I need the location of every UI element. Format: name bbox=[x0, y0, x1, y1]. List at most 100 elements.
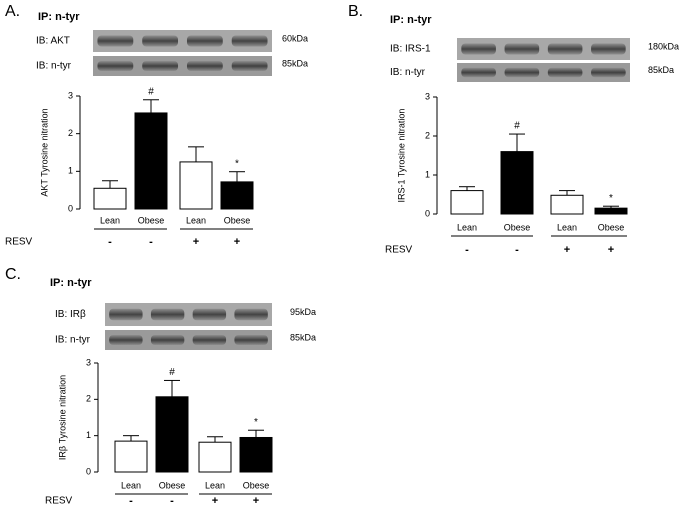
y-tick-label: 3 bbox=[425, 91, 430, 101]
y-tick-label: 0 bbox=[425, 208, 430, 218]
blot-band bbox=[231, 61, 268, 71]
blot-image bbox=[93, 56, 272, 76]
bar bbox=[594, 207, 628, 215]
blot-band bbox=[504, 67, 540, 78]
bar bbox=[239, 436, 273, 473]
y-axis-label: IRβ Tyrosine nitration bbox=[57, 375, 67, 460]
annotation: * bbox=[254, 417, 258, 428]
blot-band bbox=[97, 61, 134, 71]
blot-band bbox=[192, 335, 227, 345]
x-tick-label: Obese bbox=[224, 215, 251, 225]
bar bbox=[450, 190, 484, 215]
x-tick-label: Obese bbox=[138, 215, 165, 225]
panel-label: C. bbox=[5, 266, 21, 283]
panel-label: A. bbox=[5, 3, 20, 20]
ip-label: IP: n-tyr bbox=[38, 11, 80, 23]
blot-kda: 85kDa bbox=[648, 65, 674, 75]
blot-band bbox=[461, 43, 496, 55]
bar bbox=[179, 161, 213, 210]
blot-image bbox=[93, 30, 272, 52]
blot-band bbox=[142, 35, 179, 47]
annotation: # bbox=[514, 121, 520, 132]
treatment-sign: - bbox=[149, 236, 153, 248]
treatment-label: RESV bbox=[45, 496, 73, 507]
blot-band bbox=[591, 67, 626, 78]
blot-band bbox=[591, 43, 626, 55]
blot-band bbox=[461, 67, 496, 78]
annotation: * bbox=[235, 158, 239, 169]
y-tick-label: 2 bbox=[86, 394, 91, 404]
bar bbox=[500, 151, 534, 215]
treatment-sign: - bbox=[515, 244, 519, 256]
treatment-sign: + bbox=[234, 236, 240, 248]
x-tick-label: Lean bbox=[457, 222, 477, 232]
blot-band bbox=[97, 35, 134, 47]
blot-band bbox=[150, 335, 185, 345]
y-tick-label: 1 bbox=[425, 169, 430, 179]
blot-label: IB: n-tyr bbox=[55, 335, 91, 346]
treatment-sign: + bbox=[212, 495, 218, 507]
x-tick-label: Obese bbox=[159, 480, 186, 490]
x-tick-label: Lean bbox=[186, 215, 206, 225]
x-tick-label: Obese bbox=[504, 222, 531, 232]
x-tick-label: Lean bbox=[557, 222, 577, 232]
blot-band bbox=[234, 308, 268, 321]
blot-label: IB: IRβ bbox=[55, 309, 86, 320]
treatment-sign: + bbox=[564, 244, 570, 256]
blot-kda: 180kDa bbox=[648, 41, 679, 51]
ip-label: IP: n-tyr bbox=[50, 277, 92, 289]
bar bbox=[93, 187, 127, 210]
blot-band bbox=[504, 43, 540, 55]
blot-band bbox=[547, 43, 583, 55]
ip-label: IP: n-tyr bbox=[390, 14, 432, 26]
y-tick-label: 1 bbox=[68, 166, 73, 176]
blot-kda: 60kDa bbox=[282, 33, 308, 43]
y-tick-label: 0 bbox=[86, 466, 91, 476]
treatment-sign: - bbox=[170, 495, 174, 507]
blot-image bbox=[105, 330, 272, 350]
treatment-sign: - bbox=[465, 244, 469, 256]
x-tick-label: Lean bbox=[100, 215, 120, 225]
annotation: * bbox=[609, 193, 613, 204]
y-tick-label: 3 bbox=[68, 90, 73, 100]
blot-kda: 85kDa bbox=[282, 58, 308, 68]
y-tick-label: 3 bbox=[86, 357, 91, 367]
blot-kda: 95kDa bbox=[290, 307, 316, 317]
annotation: # bbox=[148, 86, 154, 97]
panel-label: B. bbox=[348, 3, 363, 20]
blot-band bbox=[109, 308, 143, 321]
blot-label: IB: n-tyr bbox=[390, 67, 426, 78]
blot-band bbox=[234, 335, 268, 345]
y-axis-label: IRS-1 Tyrosine nitration bbox=[396, 109, 406, 203]
bar bbox=[134, 112, 168, 210]
y-tick-label: 2 bbox=[425, 130, 430, 140]
blot-band bbox=[547, 67, 583, 78]
treatment-sign: + bbox=[193, 236, 199, 248]
blot-label: IB: n-tyr bbox=[36, 61, 72, 72]
treatment-sign: + bbox=[253, 495, 259, 507]
blot-kda: 85kDa bbox=[290, 332, 316, 342]
bar bbox=[550, 194, 584, 215]
x-tick-label: Lean bbox=[205, 480, 225, 490]
annotation: # bbox=[169, 367, 175, 378]
blot-label: IB: AKT bbox=[36, 36, 70, 47]
treatment-label: RESV bbox=[5, 237, 33, 248]
bar bbox=[114, 440, 148, 473]
blot-band bbox=[186, 35, 223, 47]
y-tick-label: 0 bbox=[68, 203, 73, 213]
x-tick-label: Obese bbox=[598, 222, 625, 232]
bar bbox=[220, 181, 254, 210]
y-tick-label: 2 bbox=[68, 128, 73, 138]
y-tick-label: 1 bbox=[86, 430, 91, 440]
x-tick-label: Lean bbox=[121, 480, 141, 490]
bar bbox=[155, 396, 189, 473]
blot-label: IB: IRS-1 bbox=[390, 44, 431, 55]
x-tick-label: Obese bbox=[243, 480, 270, 490]
blot-image bbox=[105, 303, 272, 326]
blot-band bbox=[192, 308, 227, 321]
blot-band bbox=[109, 335, 143, 345]
bar bbox=[198, 441, 232, 473]
treatment-sign: + bbox=[608, 244, 614, 256]
treatment-sign: - bbox=[129, 495, 133, 507]
